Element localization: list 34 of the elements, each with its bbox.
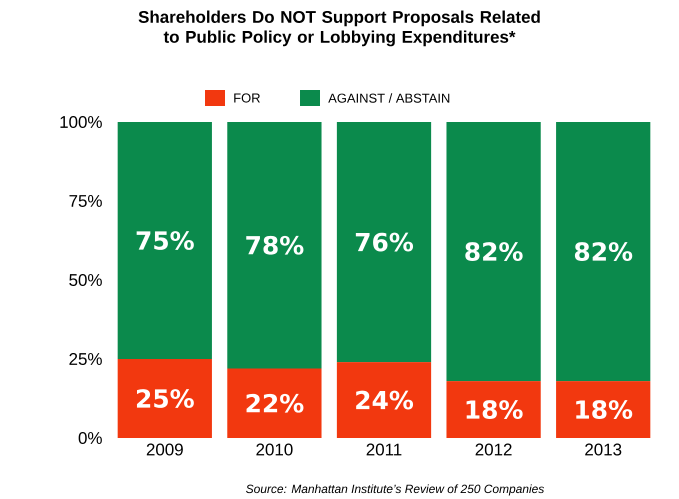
x-tick-label: 2013 xyxy=(585,444,622,456)
data-label: 75% xyxy=(136,231,194,250)
data-label: 22% xyxy=(246,394,304,413)
bar xyxy=(446,381,541,438)
y-tick-label: 75% xyxy=(69,195,102,207)
bar xyxy=(336,362,432,438)
data-label: 82% xyxy=(574,242,632,261)
data-label: 78% xyxy=(246,236,304,255)
data-label: 25% xyxy=(136,389,194,408)
y-tick-label: 50% xyxy=(69,274,102,286)
data-label: 24% xyxy=(356,390,414,410)
legend-label: FOR xyxy=(234,93,260,103)
x-tick-label: 2011 xyxy=(366,444,402,456)
bar xyxy=(227,368,322,438)
y-tick-label: 25% xyxy=(69,353,102,365)
legend-label: AGAINST / ABSTAIN xyxy=(328,93,450,103)
bar xyxy=(336,122,432,362)
y-tick-label: 0% xyxy=(78,432,102,444)
data-label: 18% xyxy=(576,400,632,419)
bar xyxy=(118,122,212,359)
x-tick-label: 2010 xyxy=(256,444,293,456)
bar xyxy=(118,359,212,438)
chart-title: Shareholders Do NOT Support Proposals Related to Public Policy or Lobbying Expenditures* xyxy=(138,10,540,46)
bar xyxy=(227,122,322,368)
x-tick-label: 2012 xyxy=(476,444,512,456)
bar xyxy=(556,381,650,438)
y-tick-label: 100% xyxy=(60,116,102,128)
bar xyxy=(446,122,541,382)
source-note: Source: Manhattan Institute’s Review of 250 Companies xyxy=(246,484,544,496)
data-label: 82% xyxy=(465,242,523,261)
data-label: 18% xyxy=(466,400,523,419)
bar xyxy=(556,122,650,382)
x-tick-label: 2009 xyxy=(146,444,183,456)
data-label: 76% xyxy=(356,232,414,252)
